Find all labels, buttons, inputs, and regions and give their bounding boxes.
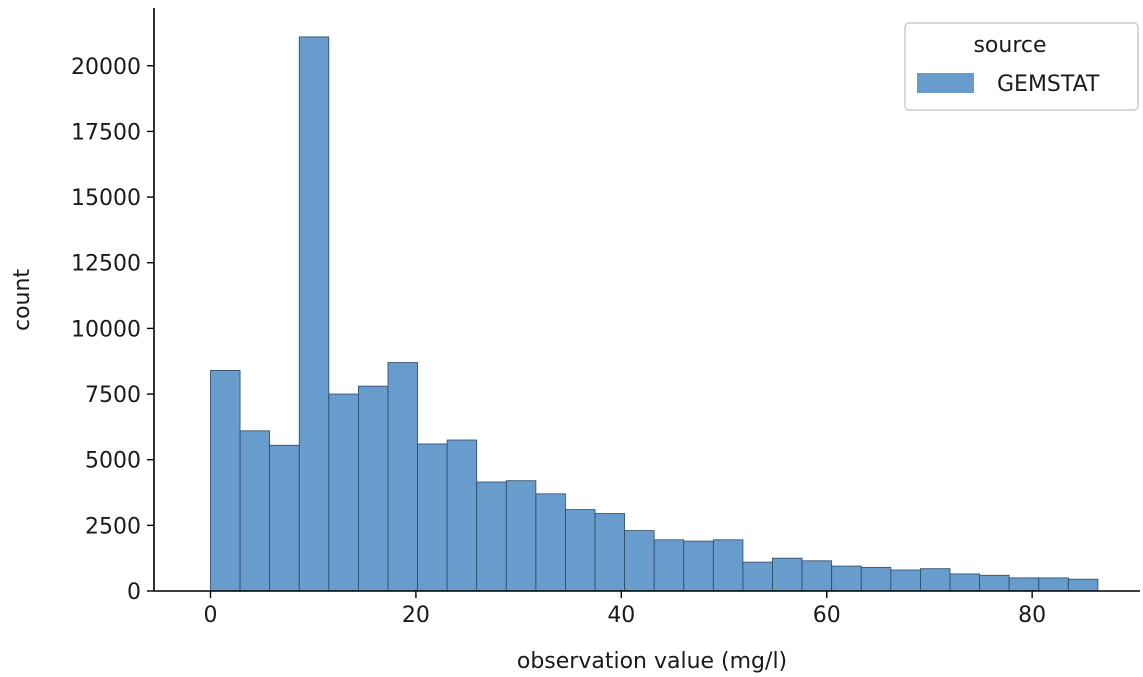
legend-swatch: [917, 73, 974, 93]
histogram-bar: [476, 481, 507, 592]
x-tick-label: 20: [402, 603, 430, 628]
histogram-bar: [1008, 577, 1040, 592]
x-tick-label: 0: [203, 603, 217, 628]
legend-title: source: [973, 33, 1046, 58]
histogram-bar: [683, 540, 714, 592]
y-tick-label: 2500: [85, 514, 141, 539]
histogram-bar: [801, 560, 833, 592]
x-tick-label: 40: [607, 603, 635, 628]
histogram-bar: [860, 566, 892, 592]
histogram-bar: [210, 370, 241, 592]
x-ticks-group: 0 20 40 60 80: [203, 591, 1046, 628]
y-tick-label: 7500: [85, 383, 141, 408]
histogram-bar: [831, 565, 862, 592]
legend-series-label: GEMSTAT: [997, 72, 1100, 97]
histogram-bar: [446, 439, 478, 592]
y-tick-label: 12500: [71, 252, 141, 277]
y-ticks-group: 0 2500 5000 7500 10000 12500 15000 17500 20000: [71, 55, 154, 605]
y-tick-label: 17500: [71, 120, 141, 145]
histogram-bar: [920, 568, 951, 592]
histogram-bar: [328, 393, 359, 592]
histogram-bar: [949, 573, 980, 592]
histogram-bar: [298, 36, 330, 592]
histogram-bar: [535, 493, 566, 592]
histogram-bar: [505, 480, 537, 592]
legend: source GEMSTAT: [904, 22, 1139, 111]
histogram-bar: [1067, 578, 1099, 592]
y-tick-label: 15000: [71, 186, 141, 211]
y-tick-label: 10000: [71, 317, 141, 342]
y-tick-label: 5000: [85, 449, 141, 474]
histogram-bar: [653, 539, 685, 592]
histogram-bar: [890, 569, 921, 592]
axes-group: [153, 8, 1140, 592]
histogram-bar: [1038, 577, 1069, 592]
y-tick-label: 20000: [71, 55, 141, 80]
histogram-bar: [387, 362, 418, 592]
histogram-bar: [594, 513, 626, 592]
histogram-bar: [565, 509, 596, 592]
bars-group: [210, 36, 1099, 592]
histogram-bar: [239, 430, 271, 592]
histogram-bar: [712, 539, 744, 592]
histogram-bar: [624, 530, 655, 592]
x-tick-label: 60: [813, 603, 841, 628]
x-tick-label: 80: [1018, 603, 1046, 628]
y-tick-label: 0: [127, 580, 141, 605]
histogram-bar: [772, 557, 803, 592]
histogram-bar: [417, 443, 448, 592]
histogram-bar: [979, 574, 1010, 592]
histogram-bar: [742, 561, 773, 592]
histogram-bar: [269, 444, 300, 592]
histogram-bar: [357, 385, 389, 592]
x-axis-label: observation value (mg/l): [517, 649, 787, 674]
y-axis-label: count: [10, 269, 35, 331]
